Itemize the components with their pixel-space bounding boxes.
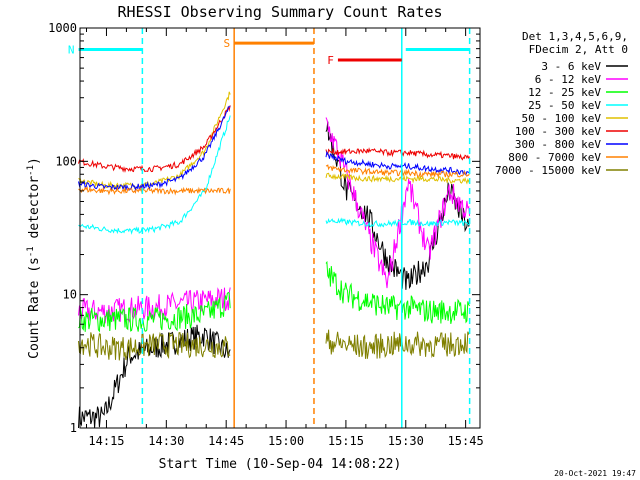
- ylabel-sup-1: -1: [26, 246, 36, 257]
- y-axis-label: Count Rate (s-1 detector-1): [26, 157, 42, 359]
- y-tick-label: 1: [70, 421, 77, 435]
- chart-title: RHESSI Observing Summary Count Rates: [117, 3, 442, 21]
- x-tick-label: 15:30: [388, 434, 424, 448]
- series-line-800-7000-kev-seg2: [325, 164, 471, 179]
- legend: Det 1,3,4,5,6,9,FDecim 2, Att 0 3 - 6 keV…: [495, 30, 628, 177]
- x-axis-label: Start Time (10-Sep-04 14:08:22): [159, 457, 402, 472]
- legend-label: 300 - 800 keV: [515, 138, 601, 151]
- legend-header-line: FDecim 2, Att 0: [529, 43, 628, 56]
- legend-label: 50 - 100 keV: [522, 112, 602, 125]
- ylabel-part-1: Count Rate (s: [27, 257, 42, 359]
- series-line-7000-15000-kev-seg1: [78, 331, 231, 361]
- series-line-300-800-kev-seg2: [325, 150, 470, 177]
- series-line-25-50-kev-seg1: [78, 115, 231, 235]
- series-line-800-7000-kev-seg1: [78, 185, 231, 196]
- x-tick-label: 14:45: [208, 434, 244, 448]
- y-tick-label: 1000: [48, 21, 77, 35]
- axes: 1 10 100 1000 14:15 14:30 14:45 15:00 15:15 15:30…: [48, 21, 484, 448]
- x-tick-label: 15:15: [328, 434, 364, 448]
- legend-label: 25 - 50 keV: [528, 99, 601, 112]
- legend-header-line: Det 1,3,4,5,6,9,: [522, 30, 628, 43]
- legend-label: 12 - 25 keV: [528, 86, 601, 99]
- plot-frame: [79, 27, 481, 429]
- plot-area: N S F: [68, 28, 471, 429]
- ylabel-sup-2: -1: [26, 165, 36, 176]
- legend-label: 800 - 7000 keV: [508, 151, 601, 164]
- x-tick-label: 14:30: [148, 434, 184, 448]
- x-tick-label: 15:45: [448, 434, 484, 448]
- series-line-25-50-kev-seg2: [325, 217, 470, 228]
- y-tick-label: 10: [63, 288, 77, 302]
- ylabel-part-2: detector: [27, 176, 42, 247]
- series-line-50-100-kev-seg2: [325, 172, 471, 185]
- legend-label: 7000 - 15000 keV: [495, 164, 601, 177]
- series-line-6-12-kev-seg2: [325, 117, 471, 289]
- series-line-12-25-kev-seg2: [325, 260, 471, 324]
- series-line-7000-15000-kev-seg2: [325, 329, 471, 359]
- series-line-3-6-kev-seg2: [325, 121, 471, 290]
- series-line-3-6-kev-seg1: [78, 324, 231, 429]
- ylabel-part-3: ): [27, 157, 42, 165]
- y-tick-label: 100: [55, 154, 77, 168]
- legend-label: 100 - 300 keV: [515, 125, 601, 138]
- interval-label-F: F: [327, 54, 334, 67]
- interval-label-N: N: [68, 43, 75, 56]
- x-tick-label: 14:15: [88, 434, 124, 448]
- legend-label: 3 - 6 keV: [541, 60, 601, 73]
- series-line-12-25-kev-seg1: [78, 291, 231, 333]
- series-line-300-800-kev-seg1: [78, 105, 231, 192]
- series-line-100-300-kev-seg2: [325, 147, 471, 161]
- x-tick-label: 15:00: [268, 434, 304, 448]
- series-line-100-300-kev-seg1: [78, 105, 231, 173]
- series-line-50-100-kev-seg1: [78, 91, 231, 190]
- footer-date: 20-Oct-2021 19:47: [554, 469, 636, 478]
- interval-label-S: S: [224, 37, 231, 50]
- svg-text:Count Rate (s-1 detector-1): Count Rate (s-1 detector-1): [26, 157, 42, 359]
- legend-label: 6 - 12 keV: [535, 73, 602, 86]
